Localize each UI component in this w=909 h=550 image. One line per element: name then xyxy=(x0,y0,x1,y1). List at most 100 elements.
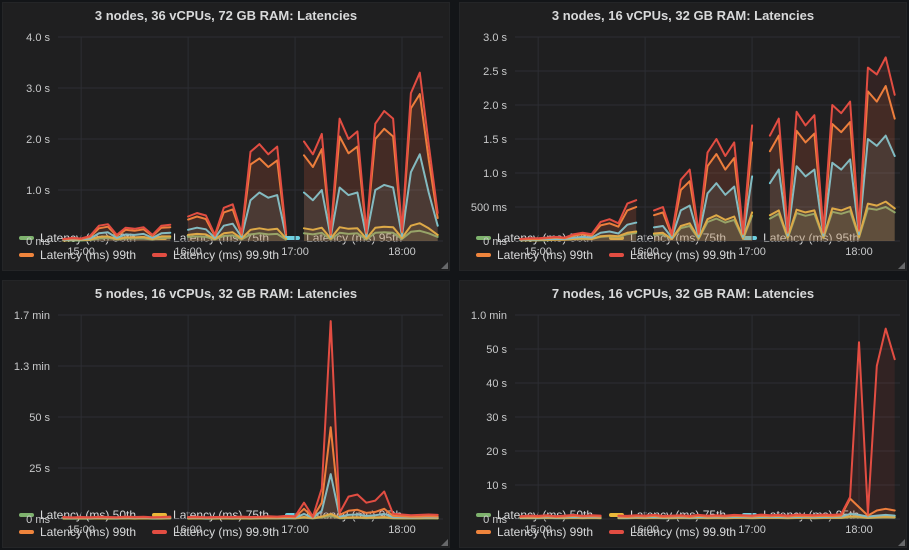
legend-swatch-icon xyxy=(476,235,491,240)
panel-title[interactable]: 3 nodes, 36 vCPUs, 72 GB RAM: Latencies xyxy=(94,8,358,23)
series-fill-latency-ms-99-9th xyxy=(188,320,438,519)
x-tick-label: 18:00 xyxy=(845,246,873,258)
panel-title[interactable]: 3 nodes, 16 vCPUs, 32 GB RAM: Latencies xyxy=(551,8,815,23)
legend-swatch-icon xyxy=(476,513,491,517)
series-line-latency-ms-95th xyxy=(303,153,439,238)
series-fill-latency-ms-99th xyxy=(188,426,438,519)
panel-3-nodes-36-vcpus: 3 nodes, 36 vCPUs, 72 GB RAM: Latencies … xyxy=(2,2,450,271)
legend-swatch-icon xyxy=(285,235,301,240)
series-fill-latency-ms-75th xyxy=(520,231,637,241)
x-tick-label: 15:00 xyxy=(524,246,552,258)
series-fill-latency-ms-99-9th xyxy=(769,57,895,242)
y-tick-label: 1.0 s xyxy=(483,168,507,180)
legend-item-latency-ms-99th[interactable]: Latency (ms) 99th xyxy=(19,525,136,539)
x-tick-label: 16:00 xyxy=(631,246,659,258)
x-tick-label: 18:00 xyxy=(388,246,416,258)
x-tick-label: 16:00 xyxy=(631,524,659,536)
resize-handle-icon[interactable] xyxy=(441,261,448,269)
y-tick-label: 0 ms xyxy=(483,236,507,248)
series-line-latency-ms-99-9th xyxy=(519,199,638,240)
series-line-latency-ms-50th xyxy=(187,232,288,241)
series-line-latency-ms-99-9th xyxy=(62,223,172,240)
series-line-latency-ms-75th xyxy=(768,200,896,239)
series-line-latency-ms-50th xyxy=(303,229,439,241)
x-tick-label: 17:00 xyxy=(281,246,309,258)
chart-area[interactable]: 0 ms 500 ms 1.0 s 1.5 s 2.0 s 2.5 s 3.0 s 15:00… xyxy=(460,29,906,258)
x-tick-label: 15:00 xyxy=(67,246,95,258)
legend-item-latency-ms-99-9th[interactable]: Latency (ms) 99.9th xyxy=(152,248,279,262)
chart-area[interactable]: 0 ms 10 s 20 s 30 s 40 s 50 s 1.0 min 15:00 16:0… xyxy=(460,307,906,536)
resize-handle-icon[interactable] xyxy=(441,539,448,546)
legend-swatch-icon xyxy=(476,530,491,534)
legend-item-latency-ms-99-9th[interactable]: Latency (ms) 99.9th xyxy=(152,525,279,539)
legend-swatch-icon xyxy=(476,252,491,257)
chart-area[interactable]: 0 ms 1.0 s 2.0 s 3.0 s 4.0 s 15:00 16:00 17:00 1… xyxy=(3,29,449,258)
x-tick-label: 16:00 xyxy=(174,246,202,258)
legend-item-latency-ms-99th[interactable]: Latency (ms) 99th xyxy=(19,248,136,262)
y-tick-label: 0 ms xyxy=(26,236,50,248)
series-line-latency-ms-99-9th xyxy=(519,513,602,517)
series-line-latency-ms-75th xyxy=(653,211,754,240)
series-fill-latency-ms-95th xyxy=(188,192,287,241)
series-fill-latency-ms-99th xyxy=(520,207,637,241)
legend-swatch-icon xyxy=(152,513,168,517)
series-line-latency-ms-99-9th xyxy=(62,515,172,518)
legend-label: Latency (ms) 99.9th xyxy=(630,525,737,539)
series-fill-latency-ms-95th xyxy=(304,154,438,241)
resize-handle-icon[interactable] xyxy=(898,261,905,269)
series-line-latency-ms-99-9th xyxy=(617,327,896,517)
y-tick-label: 3.0 s xyxy=(483,32,507,44)
series-line-latency-ms-99-9th xyxy=(303,71,439,235)
legend-item-latency-ms-99-9th[interactable]: Latency (ms) 99.9th xyxy=(609,525,736,539)
series-line-latency-ms-95th xyxy=(187,191,288,239)
y-tick-label: 3.0 s xyxy=(26,83,50,95)
legend-swatch-icon xyxy=(19,235,34,240)
panel-title[interactable]: 7 nodes, 16 vCPUs, 32 GB RAM: Latencies xyxy=(551,285,815,301)
y-tick-label: 10 s xyxy=(486,480,507,492)
legend-label: Latency (ms) 99.9th xyxy=(173,247,280,262)
x-tick-label: 17:00 xyxy=(738,246,766,258)
legend-swatch-icon xyxy=(609,513,625,517)
panel-title[interactable]: 5 nodes, 16 vCPUs, 32 GB RAM: Latencies xyxy=(94,285,358,301)
series-line-latency-ms-99th xyxy=(187,425,439,519)
legend-item-latency-ms-99-9th[interactable]: Latency (ms) 99.9th xyxy=(609,248,736,262)
y-tick-label: 1.0 s xyxy=(26,185,50,197)
resize-handle-icon[interactable] xyxy=(898,539,905,546)
legend-swatch-icon xyxy=(609,252,625,257)
legend-label: Latency (ms) 99th xyxy=(40,525,137,539)
chart-area[interactable]: 0 ms 25 s 50 s 1.3 min 1.7 min 15:00 16:00 17:0… xyxy=(3,307,449,536)
y-tick-label: 1.0 min xyxy=(471,310,507,322)
y-tick-label: 2.5 s xyxy=(483,66,507,78)
y-tick-label: 2.0 s xyxy=(483,100,507,112)
series-line-latency-ms-75th xyxy=(303,222,439,240)
legend-swatch-icon xyxy=(19,530,34,534)
legend-label: Latency (ms) 99th xyxy=(40,247,137,262)
y-tick-label: 2.0 s xyxy=(26,134,50,146)
series-fill-latency-ms-50th xyxy=(520,232,637,241)
y-tick-label: 40 s xyxy=(486,378,507,390)
legend-item-latency-ms-99th[interactable]: Latency (ms) 99th xyxy=(476,248,593,262)
series-line-latency-ms-95th xyxy=(187,472,439,519)
series-fill-latency-ms-50th xyxy=(304,230,438,241)
legend-swatch-icon xyxy=(152,530,168,534)
legend-label: Latency (ms) 99.9th xyxy=(173,525,280,539)
legend-item-latency-ms-99th[interactable]: Latency (ms) 99th xyxy=(476,525,593,539)
panel-3-nodes-16-vcpus: 3 nodes, 16 vCPUs, 32 GB RAM: Latencies … xyxy=(459,2,907,271)
series-fill-latency-ms-99th xyxy=(188,158,287,241)
x-tick-label: 15:00 xyxy=(524,524,552,536)
latency-chart-svg: 0 ms 1.0 s 2.0 s 3.0 s 4.0 s 15:00 16:00 17:00 1… xyxy=(26,32,443,258)
x-tick-label: 17:00 xyxy=(281,524,309,536)
series-fill-latency-ms-99-9th xyxy=(618,328,895,519)
y-tick-label: 25 s xyxy=(29,463,50,475)
y-tick-label: 0 ms xyxy=(26,514,50,526)
legend-label: Latency (ms) 99th xyxy=(497,247,594,262)
latency-chart-svg: 0 ms 25 s 50 s 1.3 min 1.7 min 15:00 16:00 17:0… xyxy=(14,310,443,536)
series-fill-latency-ms-95th xyxy=(769,135,895,241)
panel-5-nodes-16-vcpus: 5 nodes, 16 vCPUs, 32 GB RAM: Latencies … xyxy=(2,279,450,548)
series-fill-latency-ms-95th xyxy=(188,473,438,519)
series-line-latency-ms-99-9th xyxy=(187,143,288,236)
latency-chart-svg: 0 ms 500 ms 1.0 s 1.5 s 2.0 s 2.5 s 3.0 s 15:00… xyxy=(471,32,900,258)
y-tick-label: 500 ms xyxy=(471,202,508,214)
series-line-latency-ms-99-9th xyxy=(187,319,439,518)
